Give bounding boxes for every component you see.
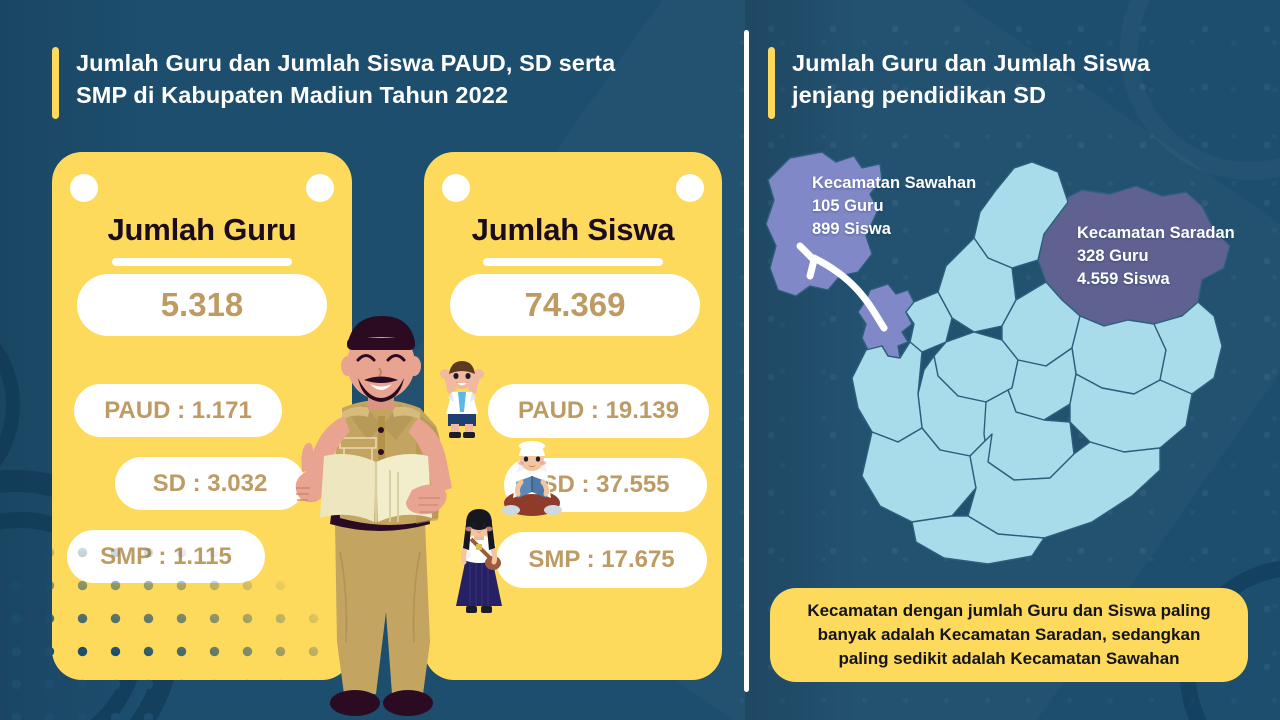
madiun-district-map — [762, 150, 1262, 570]
card-siswa-total: 74.369 — [450, 274, 700, 336]
left-panel-title: Jumlah Guru dan Jumlah Siswa PAUD, SD se… — [52, 47, 732, 119]
panel-divider — [744, 30, 749, 692]
district-shape — [851, 341, 923, 443]
right-panel-title: Jumlah Guru dan Jumlah Siswa jenjang pen… — [768, 47, 1238, 119]
card-punch-hole-icon — [676, 174, 704, 202]
card-punch-hole-icon — [70, 174, 98, 202]
district-shape — [1069, 373, 1193, 453]
card-title-underline — [112, 258, 292, 266]
district-sawahan-shape — [857, 283, 915, 359]
map-label-sawahan: Kecamatan Sawahan 105 Guru 899 Siswa — [812, 174, 977, 238]
card-guru-level-smp: SMP : 1.115 — [67, 530, 265, 583]
student-sd-illustration — [502, 441, 562, 516]
teacher-illustration — [295, 316, 452, 716]
district-shape — [1007, 347, 1077, 421]
district-sawahan-callout-shape — [765, 151, 883, 297]
map-svg — [765, 151, 1231, 565]
district-shape — [1153, 301, 1223, 395]
card-punch-hole-icon — [442, 174, 470, 202]
district-shape — [937, 237, 1017, 333]
card-siswa-level-smp: SMP : 17.675 — [496, 532, 707, 588]
card-guru-total: 5.318 — [77, 274, 327, 336]
student-paud-illustration — [440, 361, 484, 438]
title-accent-bar — [52, 47, 59, 119]
right-panel-title-text: Jumlah Guru dan Jumlah Siswa jenjang pen… — [792, 50, 1150, 109]
left-panel-title-text: Jumlah Guru dan Jumlah Siswa PAUD, SD se… — [76, 50, 616, 109]
map-pointer-arrow — [796, 242, 888, 332]
map-label-saradan: Kecamatan Saradan 328 Guru 4.559 Siswa — [1077, 224, 1235, 288]
card-siswa-title: Jumlah Siswa — [471, 212, 675, 247]
title-accent-bar — [768, 47, 775, 119]
card-title-underline — [483, 258, 663, 266]
card-guru-level-paud: PAUD : 1.171 — [74, 384, 282, 437]
map-summary-callout: Kecamatan dengan jumlah Guru dan Siswa p… — [770, 588, 1248, 682]
card-siswa-level-paud: PAUD : 19.139 — [488, 384, 709, 438]
card-punch-hole-icon — [306, 174, 334, 202]
district-shape — [911, 515, 1045, 565]
student-smp-illustration — [456, 509, 502, 613]
card-guru-level-sd: SD : 3.032 — [115, 457, 305, 510]
card-guru-title: Jumlah Guru — [107, 212, 297, 247]
